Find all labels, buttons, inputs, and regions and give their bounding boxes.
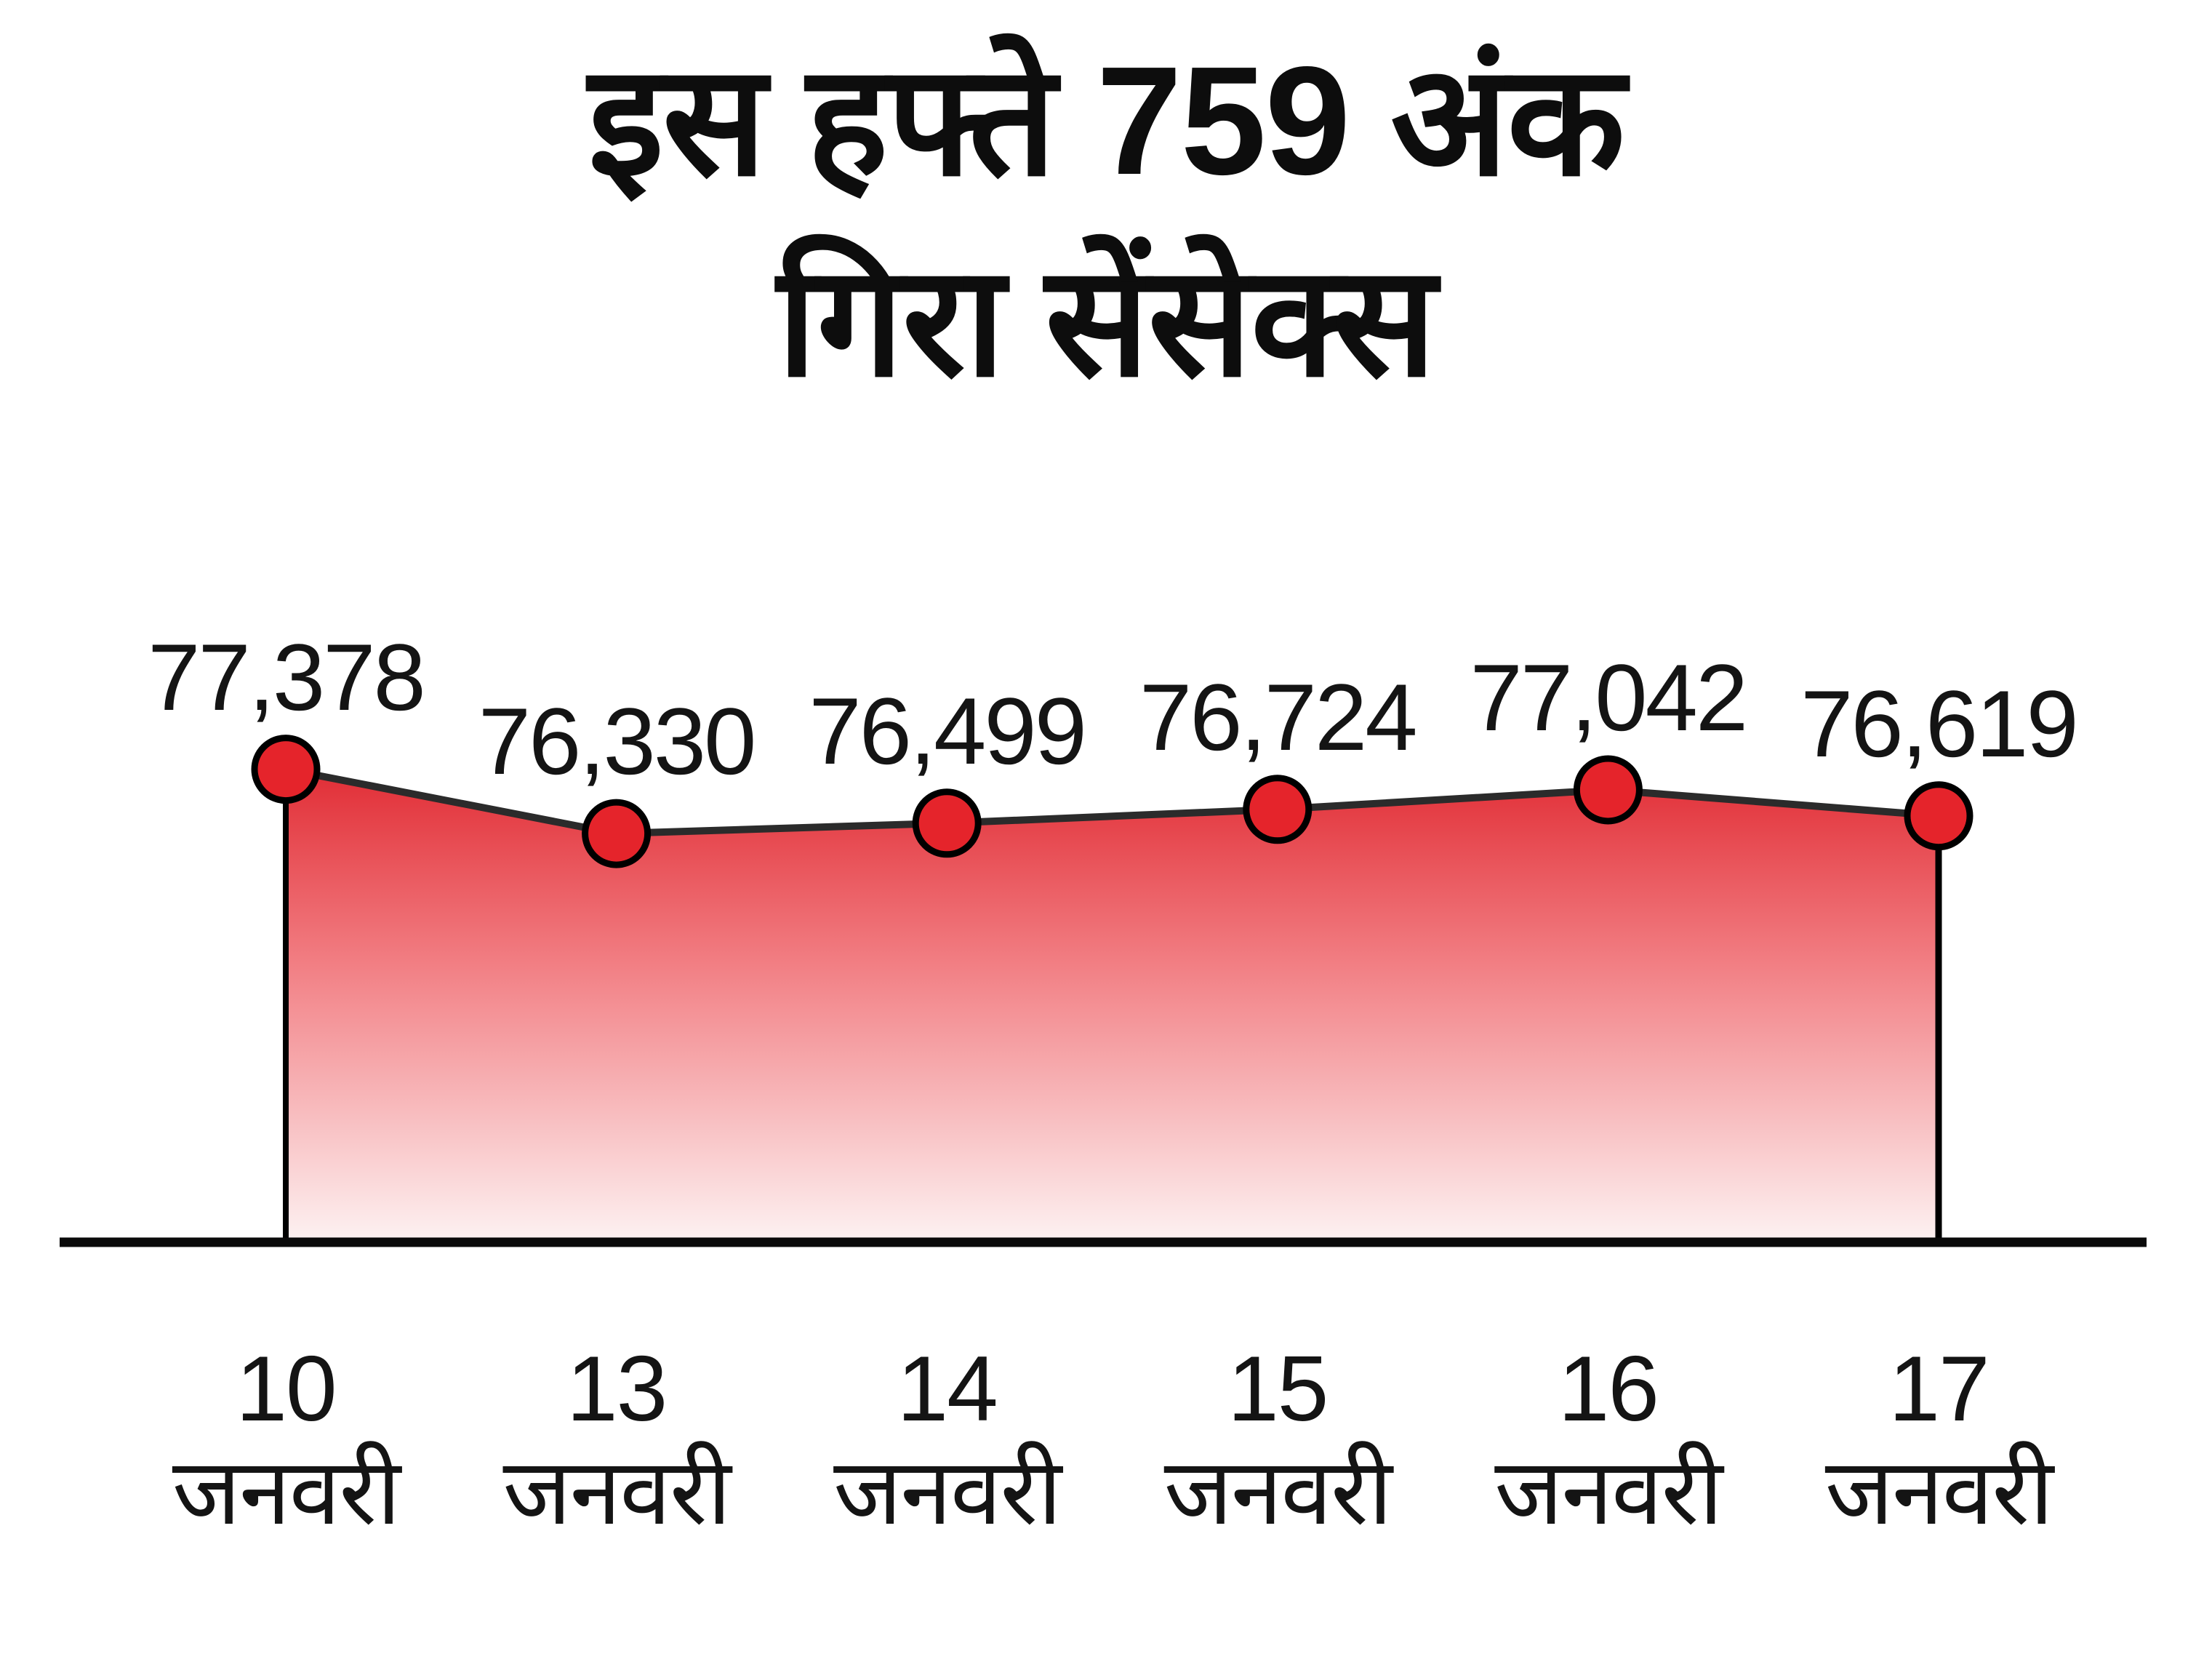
data-label: 76,619 — [1800, 670, 2079, 777]
x-tick-day: 15 — [1227, 1337, 1329, 1440]
data-point — [1573, 755, 1643, 825]
trend-line — [285, 765, 1939, 838]
x-axis-label: 15 जनवरी — [1163, 1337, 1392, 1544]
data-label: 77,378 — [148, 623, 426, 730]
x-tick-day: 17 — [1888, 1337, 1989, 1440]
data-label: 77,042 — [1470, 644, 1749, 751]
data-point — [1904, 781, 1973, 851]
x-axis-label: 13 जनवरी — [502, 1337, 732, 1544]
x-tick-month: जनवरी — [833, 1440, 1062, 1544]
x-tick-day: 13 — [566, 1337, 668, 1440]
x-tick-month: जनवरी — [1494, 1440, 1723, 1544]
data-point — [912, 788, 982, 858]
data-point — [1243, 775, 1313, 844]
x-axis-label: 17 जनवरी — [1824, 1337, 2053, 1544]
x-tick-day: 10 — [236, 1337, 337, 1440]
x-tick-month: जनवरी — [502, 1440, 732, 1544]
area-fill — [286, 769, 1939, 1242]
x-tick-day: 14 — [897, 1337, 998, 1440]
x-tick-day: 16 — [1558, 1337, 1659, 1440]
chart-title: इस हफ्ते 759 अंक गिरा सेंसेक्स — [0, 20, 2212, 421]
x-tick-month: जनवरी — [172, 1440, 401, 1544]
data-label: 76,330 — [478, 688, 757, 795]
x-tick-month: जनवरी — [1163, 1440, 1392, 1544]
data-point — [582, 799, 652, 868]
x-axis-label: 10 जनवरी — [172, 1337, 401, 1544]
x-tick-month: जनवरी — [1824, 1440, 2053, 1544]
data-point — [251, 735, 321, 804]
x-axis-label: 14 जनवरी — [833, 1337, 1062, 1544]
chart-title-line2: गिरा सेंसेक्स — [777, 234, 1437, 407]
x-axis-label: 16 जनवरी — [1494, 1337, 1723, 1544]
data-label: 76,499 — [809, 677, 1087, 784]
chart-title-line1: इस हफ्ते 759 अंक — [588, 34, 1625, 207]
data-label: 76,724 — [1139, 663, 1418, 770]
